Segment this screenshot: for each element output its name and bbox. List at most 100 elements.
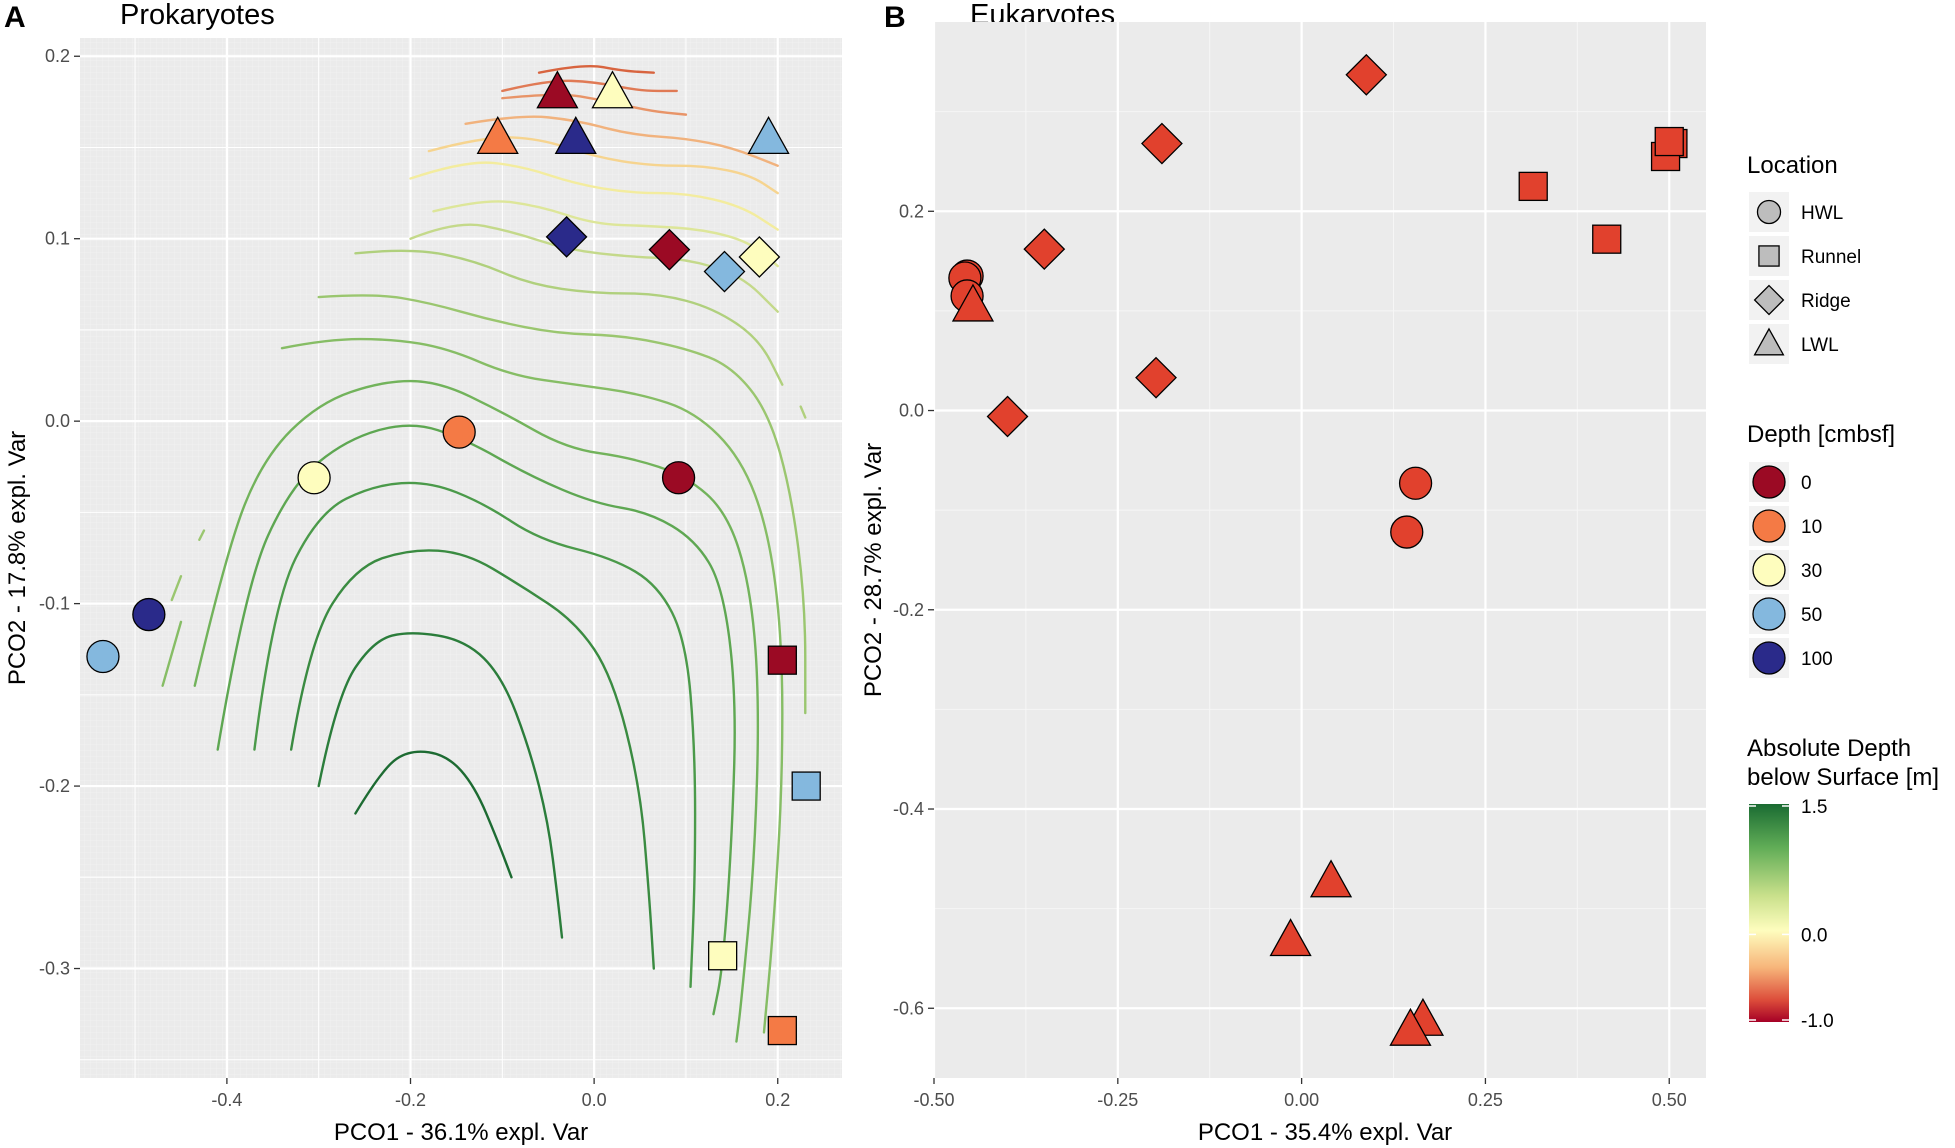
- panel-a-x-tick-label: 0.0: [582, 1090, 607, 1110]
- point-hwl: [1390, 515, 1424, 549]
- contour-line: [354, 249, 784, 386]
- legend-location-title: Location: [1747, 152, 1838, 179]
- panel-b-y-tick-label: -0.2: [893, 600, 924, 620]
- legend-depth-key-100: [1752, 641, 1786, 675]
- legend-depth-label: 10: [1801, 517, 1822, 538]
- panel-b-points: [948, 53, 1688, 1046]
- panel-a-x-tick-label: 0.2: [765, 1090, 790, 1110]
- point-hwl-50: [86, 639, 120, 674]
- point-runnel-0: [767, 645, 797, 675]
- panel-b-x-axis-title: PCO1 - 35.4% expl. Var: [1198, 1119, 1452, 1146]
- legend-depth-key-30: [1752, 553, 1786, 587]
- point-ridge: [986, 395, 1029, 438]
- point-runnel-30: [708, 941, 738, 971]
- point-ridge-50: [703, 250, 746, 293]
- point-runnel: [1654, 126, 1684, 157]
- contour-line: [464, 115, 779, 167]
- panel-b-x-tick-label: -0.25: [1097, 1090, 1138, 1110]
- legend-gradient-label: 0.0: [1801, 925, 1827, 946]
- contour-line: [253, 481, 697, 988]
- panel-a-x-tick-label: -0.4: [211, 1090, 242, 1110]
- panel-a-gridlines: [80, 38, 842, 1078]
- point-lwl: [1389, 1007, 1432, 1046]
- panel-a-x-axis-title: PCO1 - 36.1% expl. Var: [334, 1119, 588, 1146]
- contour-line: [198, 529, 206, 541]
- legend-gradient-bar: [1749, 804, 1789, 1022]
- point-hwl: [1398, 466, 1433, 500]
- legend-location-key-lwl: [1753, 327, 1785, 356]
- point-lwl-30: [591, 70, 634, 109]
- panel-a-y-tick-label: 0.0: [45, 411, 70, 431]
- contour-line: [317, 632, 564, 939]
- legend-location-label: LWL: [1801, 335, 1839, 356]
- panel-a-y-tick-label: -0.2: [39, 776, 70, 796]
- legend-location-label: Runnel: [1801, 247, 1861, 268]
- legend-location-key-runnel: [1758, 245, 1780, 267]
- panel-b-plot-background: [934, 22, 1706, 1078]
- point-ridge-100: [545, 215, 588, 258]
- panel-a-prokaryotes: A Prokaryotes -0.4 -0.2 0.0 0.2 0.2 0.1 0.0 -0.…: [4, 0, 842, 1146]
- contour-line: [537, 64, 655, 74]
- panel-b-y-tick-label: -0.4: [893, 799, 924, 819]
- point-lwl: [1309, 859, 1353, 898]
- panel-a-y-tick-label: -0.3: [39, 959, 70, 979]
- legend-depth-label: 0: [1801, 473, 1812, 494]
- legend-depth-key-50: [1752, 597, 1786, 631]
- contour-line: [280, 337, 784, 1034]
- point-hwl-0: [661, 461, 696, 495]
- contour-line: [501, 79, 678, 93]
- contour-line: [354, 750, 513, 879]
- point-hwl-10: [442, 415, 476, 449]
- panel-a-title: Prokaryotes: [120, 0, 275, 31]
- contour-line: [289, 549, 655, 970]
- panel-b-eukaryotes: B Eukaryotes -0.50 -0.25 0.00 0.25 0.500.20.…: [860, 0, 1706, 1146]
- point-lwl-50: [747, 116, 790, 155]
- point-lwl-0: [536, 70, 579, 109]
- point-lwl: [951, 283, 995, 322]
- point-ridge: [1135, 356, 1177, 399]
- legend-absolute-depth: Absolute Depth below Surface [m] 1.5 0.0 -…: [1747, 735, 1939, 1032]
- panel-a-ticks: -0.4 -0.2 0.0 0.2 0.2 0.1 0.0 -0.1 -0.2 -0.3: [39, 46, 790, 1110]
- panel-a-y-tick-label: 0.1: [45, 229, 70, 249]
- contour-line: [161, 620, 183, 687]
- point-hwl-100: [132, 597, 166, 632]
- legend-gradient-label: 1.5: [1801, 797, 1827, 818]
- contour-line: [432, 200, 779, 268]
- legend-depth-title: Depth [cmbsf]: [1747, 421, 1895, 448]
- legend-depth-label: 50: [1801, 605, 1822, 626]
- panel-b-letter: B: [884, 1, 906, 34]
- panel-b-x-tick-label: 0.25: [1468, 1090, 1503, 1110]
- legend-location-label: HWL: [1801, 203, 1843, 224]
- legend-gradient-title-line1: Absolute Depth: [1747, 735, 1911, 762]
- point-ridge: [1141, 122, 1183, 165]
- panel-b-y-tick-label: -0.6: [893, 998, 924, 1018]
- legend-gradient-title-line2: below Surface [m]: [1747, 764, 1939, 791]
- contour-line: [409, 161, 779, 231]
- legend-depth-label: 100: [1801, 649, 1833, 670]
- point-lwl-100: [554, 116, 597, 155]
- panel-a-letter: A: [4, 1, 26, 34]
- contour-line: [317, 294, 807, 715]
- panel-b-gridlines: [932, 22, 1706, 1078]
- legend-location-key-ridge: [1753, 284, 1785, 316]
- legend-depth-key-10: [1752, 509, 1786, 543]
- legend-location: Location HWL Runnel Ridge LWL: [1747, 152, 1861, 364]
- panel-b-x-tick-label: -0.50: [913, 1090, 954, 1110]
- point-ridge-30: [738, 236, 781, 278]
- point-runnel: [1518, 171, 1548, 202]
- panel-a-y-tick-label: 0.2: [45, 46, 70, 66]
- point-hwl-30: [297, 461, 331, 495]
- legend-depth-label: 30: [1801, 561, 1822, 582]
- contour-line: [799, 405, 807, 419]
- point-ridge-0: [648, 228, 691, 271]
- panel-a-y-axis-title: PCO2 - 17.8% expl. Var: [4, 431, 31, 685]
- panel-a-plot-background: [80, 38, 842, 1078]
- point-runnel-10: [767, 1015, 797, 1046]
- panel-b-x-tick-label: 0.00: [1284, 1090, 1319, 1110]
- point-lwl-10: [476, 116, 519, 155]
- point-ridge: [1023, 228, 1066, 271]
- point-lwl: [1269, 918, 1312, 957]
- panel-b-x-tick-label: 0.50: [1652, 1090, 1687, 1110]
- panel-b-y-tick-label: 0.2: [899, 201, 924, 221]
